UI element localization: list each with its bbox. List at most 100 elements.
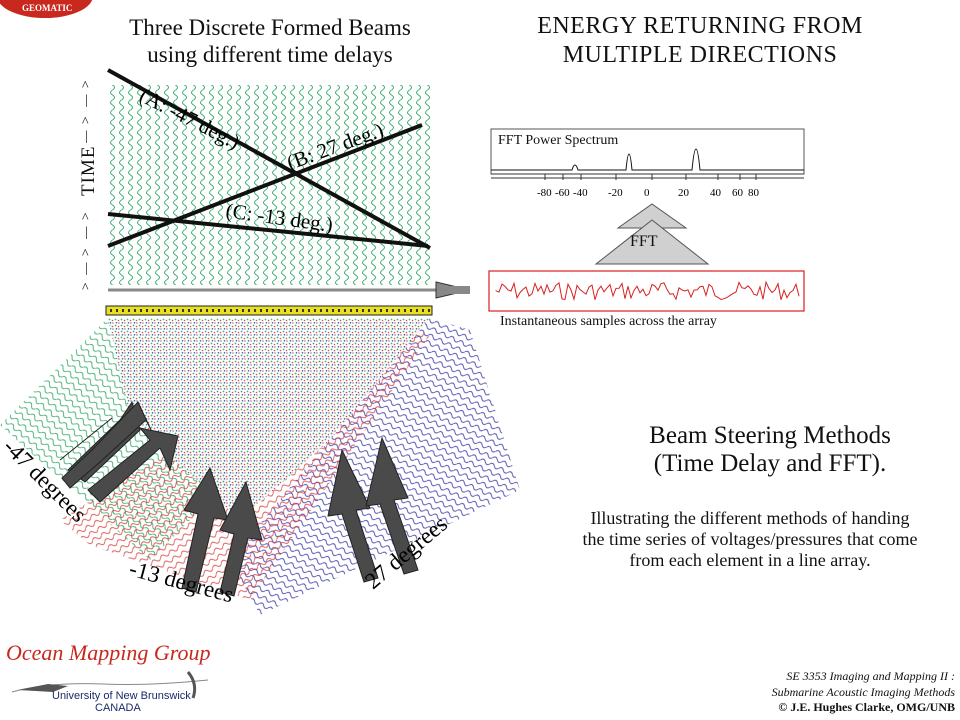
fft-tick-label: 0 (644, 187, 650, 199)
course-line2: Submarine Acoustic Imaging Methods (771, 685, 955, 699)
array-element (296, 309, 298, 312)
array-element (344, 309, 346, 312)
array-element (422, 309, 424, 312)
left-title: Three Discrete Formed Beams using differ… (95, 14, 445, 68)
array-element (248, 309, 250, 312)
svg-text:|: | (85, 225, 88, 240)
array-element (350, 309, 352, 312)
array-element (218, 309, 220, 312)
incoming-arrows (59, 400, 419, 597)
array-element (284, 309, 286, 312)
right-title-line1: ENERGY RETURNING FROM (537, 13, 863, 39)
array-element (134, 309, 136, 312)
desc-line2: the time series of voltages/pressures th… (582, 529, 918, 549)
fft-tick-label: 60 (732, 187, 744, 199)
array-element (242, 309, 244, 312)
method-title-line2: (Time Delay and FFT). (653, 450, 887, 477)
unb-emblem (11, 671, 209, 699)
array-element (146, 309, 148, 312)
array-element (206, 309, 208, 312)
line-array (105, 305, 433, 316)
array-element (122, 309, 124, 312)
fft-tick-label: -40 (573, 187, 588, 199)
array-element (314, 309, 316, 312)
right-title: ENERGY RETURNING FROM MULTIPLE DIRECTION… (490, 12, 910, 70)
beam-c-line (107, 212, 429, 248)
array-element (260, 309, 262, 312)
array-element (374, 309, 376, 312)
array-element (326, 309, 328, 312)
svg-text:|: | (85, 93, 88, 108)
sample-signal (495, 280, 800, 302)
array-element (182, 309, 184, 312)
fft-tick-label: -60 (555, 187, 570, 199)
array-element (236, 309, 238, 312)
desc-line3: from each element in a line array. (629, 550, 871, 570)
array-element (152, 309, 154, 312)
array-element (230, 309, 232, 312)
array-element (308, 309, 310, 312)
array-element (140, 309, 142, 312)
array-element (110, 309, 112, 312)
copyright: © J.E. Hughes Clarke, OMG/UNB (778, 700, 955, 714)
svg-text:|: | (85, 261, 88, 276)
method-title-line1: Beam Steering Methods (649, 422, 891, 449)
fft-spectrum: -80 -60 -40 -20 0 20 40 60 80 (490, 128, 805, 199)
array-element (176, 309, 178, 312)
course-line1: SE 3353 Imaging and Mapping II : (786, 669, 955, 683)
array-element (278, 309, 280, 312)
samples-box (488, 270, 805, 312)
time-label: TIME (78, 145, 99, 196)
fft-tick-label: -20 (608, 187, 623, 199)
desc-line1: Illustrating the different methods of ha… (590, 508, 910, 528)
time-axis: ^ | ^ | ^ | ^ | ^ (82, 79, 89, 296)
beam-a-line (107, 68, 431, 250)
array-elements (110, 309, 430, 312)
svg-text:GEOMATIC: GEOMATIC (22, 3, 72, 13)
fft-tick-label: -80 (537, 187, 552, 199)
array-element (332, 309, 334, 312)
array-element (128, 309, 130, 312)
array-element (404, 309, 406, 312)
course-info: SE 3353 Imaging and Mapping II : Submari… (700, 668, 955, 700)
array-element (188, 309, 190, 312)
fft-tick-label: 40 (710, 187, 722, 199)
svg-text:FFT: FFT (630, 233, 658, 250)
array-element (194, 309, 196, 312)
fft-caption: FFT Power Spectrum (498, 133, 619, 148)
beam-b-line (107, 123, 423, 248)
array-element (410, 309, 412, 312)
svg-text:^: ^ (82, 281, 89, 296)
interference-region (108, 318, 430, 520)
svg-text:|: | (85, 129, 88, 144)
svg-text:^: ^ (82, 79, 89, 94)
array-element (380, 309, 382, 312)
array-element (116, 309, 118, 312)
left-title-line1: Three Discrete Formed Beams (129, 15, 411, 40)
geomatics-logo: GEOMATIC (0, 0, 95, 20)
fft-arrow: FFT (594, 203, 710, 265)
svg-text:^: ^ (82, 211, 89, 226)
array-element (368, 309, 370, 312)
array-element (290, 309, 292, 312)
ocean-mapping-group-logo: Ocean Mapping Group (6, 640, 211, 665)
method-title: Beam Steering Methods (Time Delay and FF… (600, 422, 940, 478)
array-element (212, 309, 214, 312)
fft-tick-label: 20 (678, 187, 690, 199)
array-element (266, 309, 268, 312)
array-element (362, 309, 364, 312)
array-element (158, 309, 160, 312)
array-element (338, 309, 340, 312)
array-element (428, 309, 430, 312)
left-title-line2: using different time delays (147, 42, 393, 67)
array-element (254, 309, 256, 312)
unb-country: CANADA (95, 702, 141, 714)
description: Illustrating the different methods of ha… (540, 508, 960, 571)
array-element (356, 309, 358, 312)
unb-name: University of New Brunswick (52, 690, 191, 702)
fft-tick-label: 80 (748, 187, 760, 199)
array-element (272, 309, 274, 312)
array-element (416, 309, 418, 312)
array-element (392, 309, 394, 312)
